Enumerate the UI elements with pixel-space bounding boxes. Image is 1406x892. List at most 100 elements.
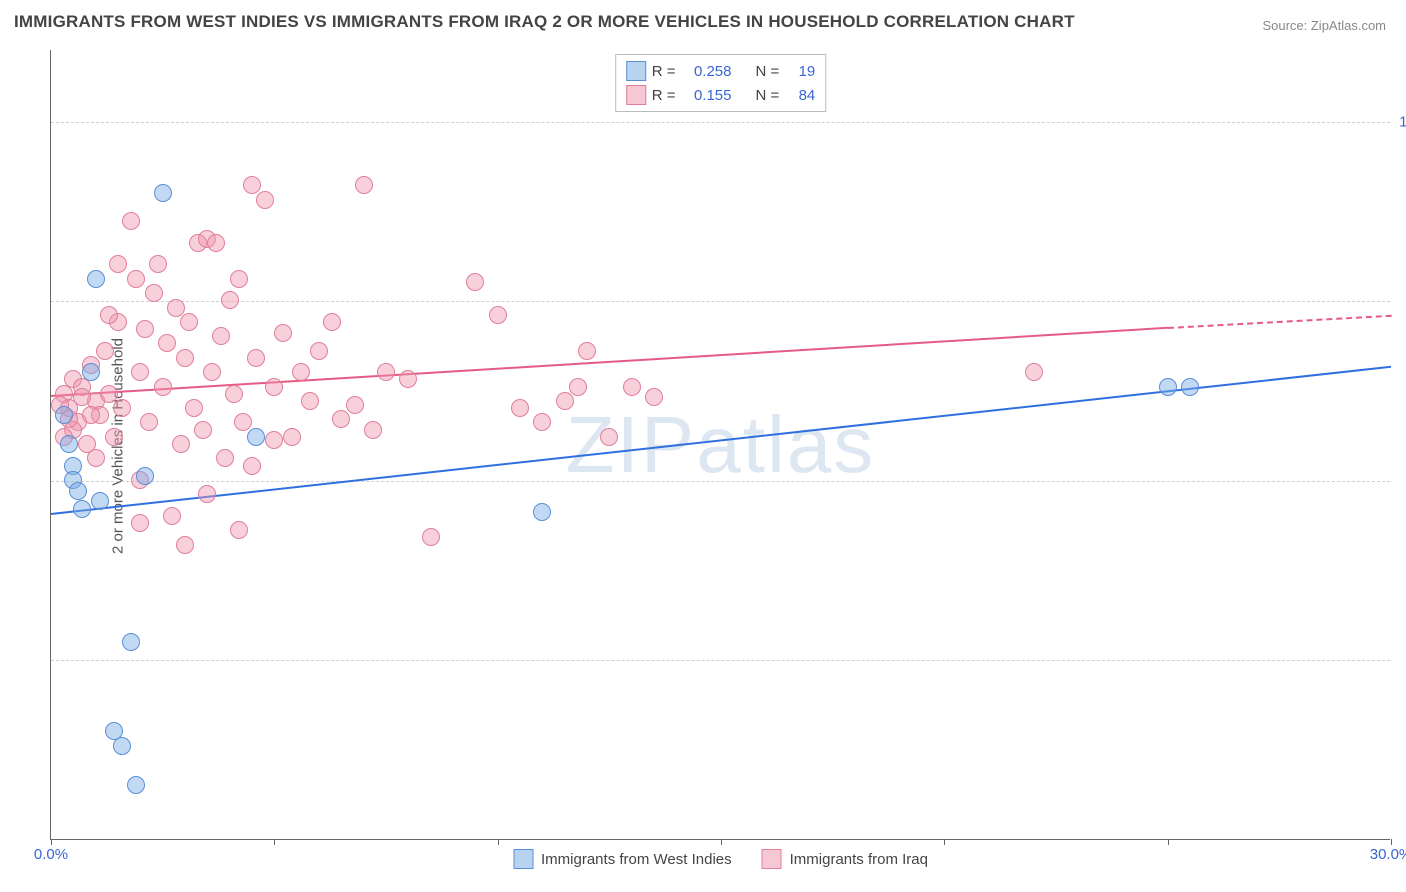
data-point (122, 633, 140, 651)
chart-title: IMMIGRANTS FROM WEST INDIES VS IMMIGRANT… (14, 12, 1075, 32)
data-point (96, 342, 114, 360)
data-point (154, 378, 172, 396)
data-point (301, 392, 319, 410)
legend-swatch (626, 61, 646, 81)
x-tick (274, 839, 275, 845)
data-point (194, 421, 212, 439)
series-name: Immigrants from Iraq (790, 851, 928, 868)
data-point (69, 482, 87, 500)
n-label: N = (756, 87, 780, 104)
legend-item: Immigrants from Iraq (762, 849, 928, 869)
data-point (234, 413, 252, 431)
data-point (131, 514, 149, 532)
data-point (1181, 378, 1199, 396)
data-point (105, 428, 123, 446)
data-point (100, 385, 118, 403)
legend-swatch (626, 85, 646, 105)
data-point (113, 737, 131, 755)
data-point (247, 349, 265, 367)
legend-row: R = 0.258 N = 19 (626, 59, 816, 83)
data-point (283, 428, 301, 446)
data-point (158, 334, 176, 352)
data-point (149, 255, 167, 273)
data-point (230, 270, 248, 288)
x-tick-label: 30.0% (1370, 846, 1406, 863)
legend-item: Immigrants from West Indies (513, 849, 732, 869)
data-point (154, 184, 172, 202)
data-point (511, 399, 529, 417)
plot-area: ZIPatlas R =0.258N =19R =0.155N =84 Immi… (50, 50, 1390, 840)
data-point (569, 378, 587, 396)
data-point (422, 528, 440, 546)
data-point (140, 413, 158, 431)
gridline (51, 660, 1390, 661)
data-point (578, 342, 596, 360)
data-point (216, 449, 234, 467)
data-point (60, 435, 78, 453)
data-point (533, 413, 551, 431)
data-point (207, 234, 225, 252)
data-point (163, 507, 181, 525)
r-value: 0.258 (682, 63, 732, 80)
data-point (87, 270, 105, 288)
chart-container: IMMIGRANTS FROM WEST INDIES VS IMMIGRANT… (0, 0, 1406, 892)
data-point (310, 342, 328, 360)
r-value: 0.155 (682, 87, 732, 104)
data-point (645, 388, 663, 406)
data-point (176, 536, 194, 554)
series-name: Immigrants from West Indies (541, 851, 732, 868)
data-point (203, 363, 221, 381)
data-point (265, 431, 283, 449)
data-point (256, 191, 274, 209)
data-point (145, 284, 163, 302)
data-point (274, 324, 292, 342)
correlation-legend: R = 0.258 N = 19 R = 0.155 N = 84 (615, 54, 827, 112)
n-value: 84 (785, 87, 815, 104)
data-point (489, 306, 507, 324)
data-point (466, 273, 484, 291)
gridline (51, 122, 1390, 123)
data-point (100, 306, 118, 324)
data-point (185, 399, 203, 417)
series-legend: Immigrants from West Indies Immigrants fr… (513, 849, 928, 869)
source-attribution: Source: ZipAtlas.com (1262, 18, 1386, 33)
data-point (136, 320, 154, 338)
data-point (73, 388, 91, 406)
data-point (122, 212, 140, 230)
data-point (623, 378, 641, 396)
data-point (82, 406, 100, 424)
data-point (323, 313, 341, 331)
data-point (377, 363, 395, 381)
data-point (230, 521, 248, 539)
data-point (198, 485, 216, 503)
data-point (91, 492, 109, 510)
x-tick (944, 839, 945, 845)
data-point (180, 313, 198, 331)
r-label: R = (652, 63, 676, 80)
data-point (265, 378, 283, 396)
x-tick (721, 839, 722, 845)
data-point (243, 176, 261, 194)
data-point (109, 255, 127, 273)
r-label: R = (652, 87, 676, 104)
data-point (127, 776, 145, 794)
data-point (600, 428, 618, 446)
data-point (212, 327, 230, 345)
data-point (364, 421, 382, 439)
data-point (127, 270, 145, 288)
data-point (167, 299, 185, 317)
x-tick-label: 0.0% (34, 846, 68, 863)
data-point (176, 349, 194, 367)
n-label: N = (756, 63, 780, 80)
data-point (355, 176, 373, 194)
legend-swatch (762, 849, 782, 869)
data-point (73, 500, 91, 518)
n-value: 19 (785, 63, 815, 80)
data-point (221, 291, 239, 309)
y-tick-label: 100.0% (1399, 113, 1406, 130)
x-tick (51, 839, 52, 845)
x-tick (498, 839, 499, 845)
data-point (399, 370, 417, 388)
gridline (51, 481, 1390, 482)
data-point (1025, 363, 1043, 381)
